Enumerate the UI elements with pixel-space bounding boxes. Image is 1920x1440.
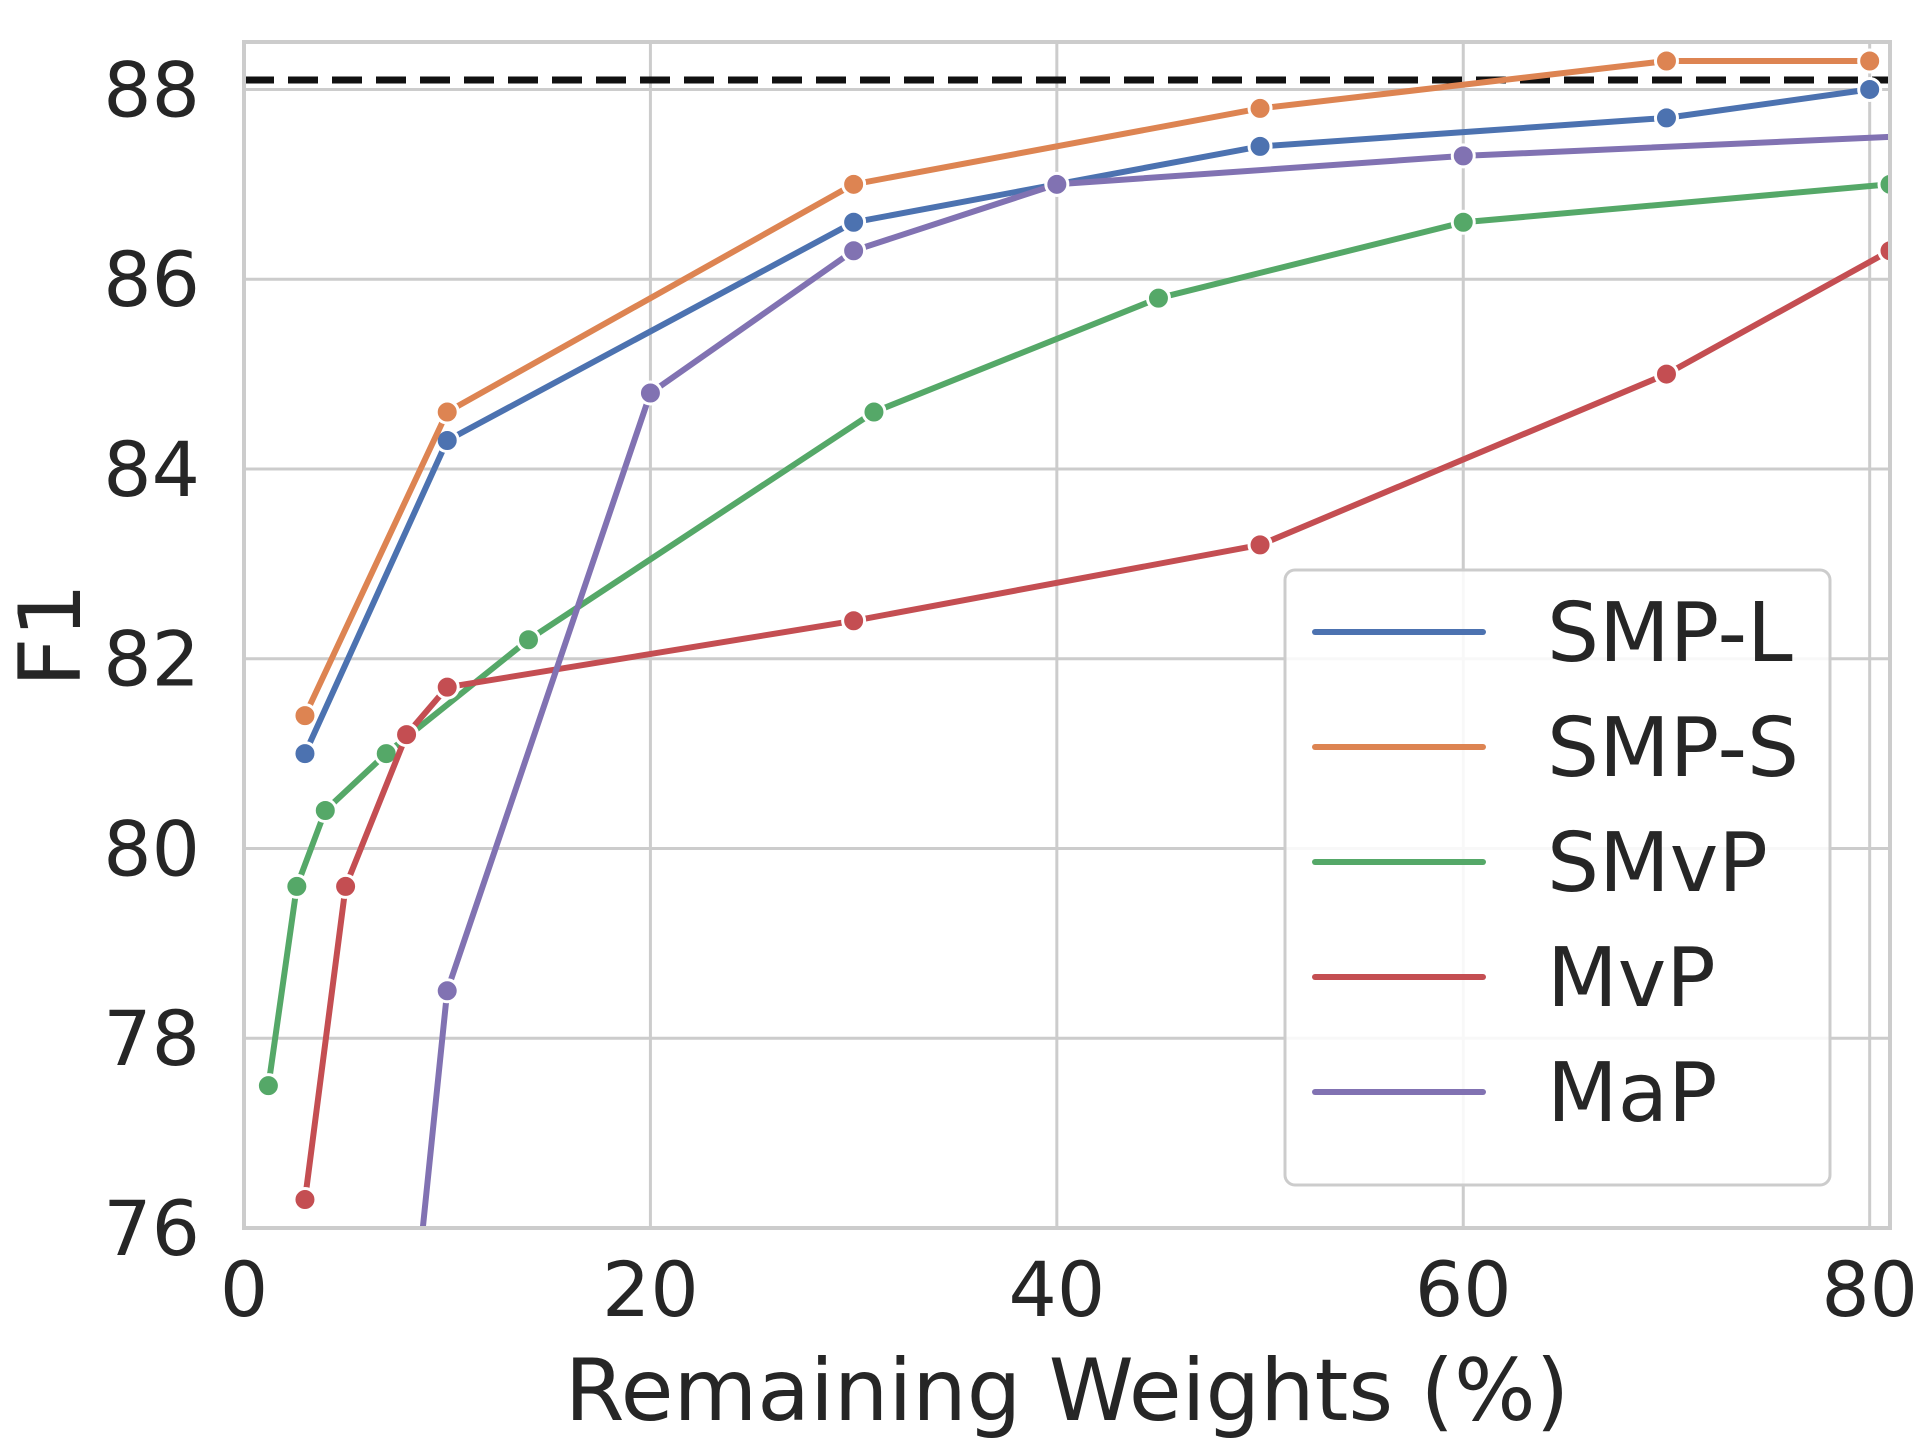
- x-tick-label: 80: [1821, 1245, 1918, 1334]
- x-tick-label: 40: [1008, 1245, 1105, 1334]
- data-point-mvp: [292, 1187, 318, 1213]
- data-point-mvp: [1877, 238, 1890, 264]
- data-point-smvp: [312, 798, 338, 824]
- data-point-mvp: [1247, 532, 1273, 558]
- y-tick-label: 76: [103, 1184, 200, 1273]
- legend-label: SMvP: [1547, 816, 1768, 911]
- y-tick-label: 82: [103, 615, 200, 704]
- data-point-smvp: [861, 399, 887, 425]
- data-point-smp-l: [292, 741, 318, 767]
- data-point-smp-l: [1653, 105, 1679, 131]
- data-point-mvp: [434, 674, 460, 700]
- data-point-map: [841, 238, 867, 264]
- legend-item-smvp: SMvP: [1312, 816, 1768, 911]
- x-tick-label: 0: [220, 1245, 268, 1334]
- data-point-smp-l: [1247, 133, 1273, 159]
- legend-item-mvp: MvP: [1312, 931, 1716, 1026]
- data-point-smvp: [1450, 209, 1476, 235]
- data-point-smp-l: [841, 209, 867, 235]
- y-tick-label: 80: [103, 804, 200, 893]
- series-map: [419, 133, 1890, 1228]
- data-point-smvp: [1145, 285, 1171, 311]
- series-smp-s: [292, 48, 1883, 729]
- data-point-mvp: [333, 873, 359, 899]
- data-point-smp-s: [292, 703, 318, 729]
- legend-label: SMP-L: [1547, 586, 1793, 681]
- series-smvp: [255, 171, 1890, 1099]
- data-point-map: [434, 978, 460, 1004]
- y-tick-label: 84: [103, 425, 200, 514]
- legend-item-smp-l: SMP-L: [1312, 586, 1793, 681]
- series-group: [255, 48, 1890, 1228]
- series-line-smp-s: [302, 58, 1873, 719]
- data-point-smp-s: [1247, 95, 1273, 121]
- data-point-map: [1044, 171, 1070, 197]
- data-point-map: [1450, 143, 1476, 169]
- legend: SMP-L SMP-S SMvP MvP MaP: [1283, 568, 1832, 1187]
- data-point-smvp: [284, 873, 310, 899]
- x-tick-label: 20: [602, 1245, 699, 1334]
- data-point-smp-s: [1857, 48, 1883, 74]
- legend-item-smp-s: SMP-S: [1312, 701, 1799, 796]
- y-tick-label: 78: [103, 994, 200, 1083]
- data-point-mvp: [394, 722, 420, 748]
- series-mvp: [292, 238, 1890, 1213]
- data-point-smvp: [1877, 171, 1890, 197]
- tick-labels: 0 20 40 60 80 76 78 80 82 84 86 88: [103, 45, 1918, 1334]
- plot-frame: [242, 40, 1892, 1230]
- legend-label: MaP: [1547, 1046, 1717, 1141]
- x-tick-label: 60: [1415, 1245, 1512, 1334]
- y-axis-label: F1: [1, 583, 101, 687]
- legend-label: SMP-S: [1547, 701, 1799, 796]
- data-point-smp-s: [841, 171, 867, 197]
- legend-label: MvP: [1547, 931, 1716, 1026]
- data-point-smvp: [515, 627, 541, 653]
- x-axis-label: Remaining Weights (%): [565, 1341, 1570, 1440]
- data-point-map: [637, 380, 663, 406]
- data-point-smp-l: [1857, 76, 1883, 102]
- series-line-mvp: [302, 247, 1890, 1203]
- legend-item-map: MaP: [1312, 1046, 1717, 1141]
- data-point-smp-s: [1653, 48, 1679, 74]
- legend-box: [1283, 568, 1832, 1187]
- data-point-mvp: [841, 608, 867, 634]
- data-point-smvp: [255, 1073, 281, 1099]
- data-point-smp-s: [434, 399, 460, 425]
- data-point-mvp: [1653, 361, 1679, 387]
- y-tick-label: 88: [103, 45, 200, 134]
- y-tick-label: 86: [103, 235, 200, 324]
